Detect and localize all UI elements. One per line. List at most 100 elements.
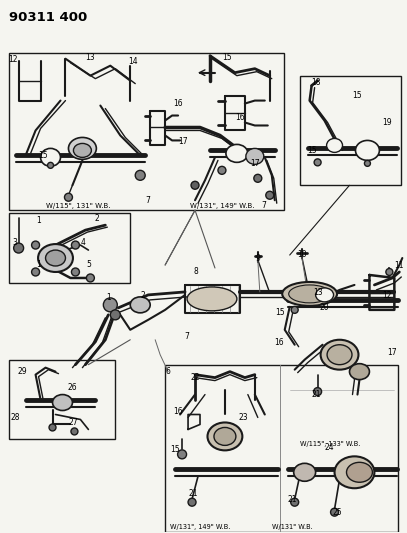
Text: 15: 15 xyxy=(275,309,284,317)
Bar xyxy=(165,365,398,532)
Text: 29: 29 xyxy=(18,367,27,376)
Text: 17: 17 xyxy=(387,348,397,357)
Circle shape xyxy=(314,387,322,395)
Text: 4: 4 xyxy=(81,238,86,247)
Text: 1: 1 xyxy=(36,260,41,269)
Ellipse shape xyxy=(187,287,237,311)
Circle shape xyxy=(330,508,339,516)
Circle shape xyxy=(291,306,298,313)
Circle shape xyxy=(177,450,186,459)
Bar xyxy=(300,76,401,185)
Circle shape xyxy=(72,241,79,249)
Text: 6: 6 xyxy=(166,367,171,376)
Text: 12: 12 xyxy=(8,55,18,64)
Circle shape xyxy=(386,269,393,276)
Text: 10: 10 xyxy=(297,249,306,259)
Text: 26: 26 xyxy=(68,383,77,392)
Bar xyxy=(9,360,115,439)
Text: 16: 16 xyxy=(235,113,245,122)
Text: 15: 15 xyxy=(307,146,316,155)
Text: W/115", 131" W.B.: W/115", 131" W.B. xyxy=(46,203,110,209)
Ellipse shape xyxy=(53,394,72,410)
Text: 21: 21 xyxy=(312,390,322,399)
Text: W/131", 149" W.B.: W/131", 149" W.B. xyxy=(190,203,254,209)
Text: 15: 15 xyxy=(352,91,362,100)
Ellipse shape xyxy=(350,364,370,379)
Text: 14: 14 xyxy=(129,57,138,66)
Text: 2: 2 xyxy=(95,214,100,223)
Circle shape xyxy=(110,310,120,320)
Text: W/131", 149" W.B.: W/131", 149" W.B. xyxy=(170,524,230,530)
Text: 16: 16 xyxy=(274,338,284,347)
Bar xyxy=(9,53,284,210)
Text: 11: 11 xyxy=(394,261,404,270)
Ellipse shape xyxy=(289,285,330,303)
Circle shape xyxy=(135,171,145,180)
Text: 15: 15 xyxy=(38,151,47,160)
Text: 7: 7 xyxy=(261,201,266,209)
Circle shape xyxy=(72,268,79,276)
Text: 23: 23 xyxy=(238,413,248,422)
Circle shape xyxy=(364,160,370,166)
Ellipse shape xyxy=(321,340,359,370)
Circle shape xyxy=(218,166,226,174)
Text: 16: 16 xyxy=(173,99,183,108)
Text: 3: 3 xyxy=(12,238,17,247)
Text: 17: 17 xyxy=(178,137,188,146)
Text: 22: 22 xyxy=(190,373,200,382)
Text: 7: 7 xyxy=(146,196,151,205)
Text: W/131" W.B.: W/131" W.B. xyxy=(272,524,313,530)
Text: 27: 27 xyxy=(69,418,78,427)
Text: 15: 15 xyxy=(170,445,180,454)
Ellipse shape xyxy=(335,456,374,488)
Text: 17: 17 xyxy=(250,159,260,168)
Ellipse shape xyxy=(315,288,334,302)
Ellipse shape xyxy=(41,148,61,166)
Text: W/115", 133" W.B.: W/115", 133" W.B. xyxy=(300,441,360,447)
Text: 8: 8 xyxy=(194,268,198,277)
Text: 25: 25 xyxy=(333,507,342,516)
Circle shape xyxy=(32,268,39,276)
Circle shape xyxy=(32,241,39,249)
Text: 21: 21 xyxy=(188,489,198,498)
Text: 18: 18 xyxy=(311,78,320,87)
Text: 28: 28 xyxy=(11,413,20,422)
Ellipse shape xyxy=(38,244,73,272)
Bar xyxy=(9,213,130,283)
Text: 16: 16 xyxy=(173,407,183,416)
Ellipse shape xyxy=(282,282,337,306)
Text: 15: 15 xyxy=(222,53,232,62)
Text: 7: 7 xyxy=(185,332,190,341)
Circle shape xyxy=(64,193,72,201)
Text: 21: 21 xyxy=(288,495,298,504)
Ellipse shape xyxy=(208,423,242,450)
Text: 9: 9 xyxy=(255,254,260,263)
Text: 19: 19 xyxy=(383,118,392,127)
Circle shape xyxy=(71,428,78,435)
Circle shape xyxy=(49,424,56,431)
Ellipse shape xyxy=(346,462,372,482)
Ellipse shape xyxy=(355,140,379,160)
Circle shape xyxy=(48,163,53,168)
Circle shape xyxy=(14,243,24,253)
Circle shape xyxy=(188,498,196,506)
Circle shape xyxy=(86,274,94,282)
Ellipse shape xyxy=(294,463,315,481)
Ellipse shape xyxy=(327,345,352,365)
Text: 1: 1 xyxy=(106,293,111,302)
Text: 12: 12 xyxy=(383,292,392,301)
Circle shape xyxy=(103,298,117,312)
Ellipse shape xyxy=(73,143,92,157)
Text: 2: 2 xyxy=(141,292,146,301)
Circle shape xyxy=(266,191,274,199)
Text: 1: 1 xyxy=(36,216,41,224)
Ellipse shape xyxy=(246,148,264,164)
Text: 20: 20 xyxy=(320,303,329,312)
Ellipse shape xyxy=(130,297,150,313)
Ellipse shape xyxy=(214,427,236,446)
Text: 5: 5 xyxy=(86,260,91,269)
Text: 24: 24 xyxy=(325,443,335,452)
Circle shape xyxy=(314,159,321,166)
Text: 13: 13 xyxy=(313,288,322,297)
Ellipse shape xyxy=(46,250,66,266)
